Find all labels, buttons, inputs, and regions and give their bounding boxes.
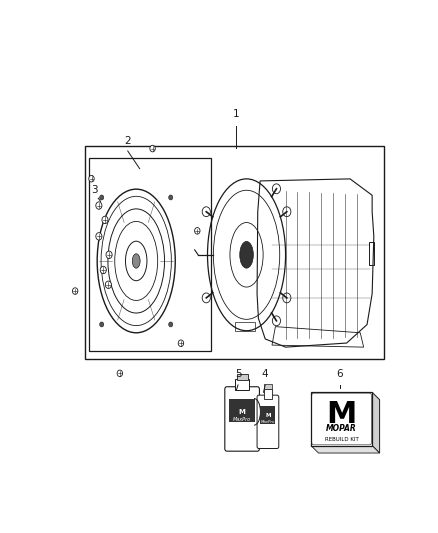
- Circle shape: [72, 288, 78, 294]
- Text: 5: 5: [235, 369, 241, 379]
- Text: 6: 6: [336, 369, 343, 379]
- Circle shape: [194, 228, 200, 234]
- FancyBboxPatch shape: [257, 395, 279, 448]
- Bar: [229, 399, 255, 422]
- Circle shape: [169, 322, 173, 327]
- Circle shape: [178, 340, 184, 346]
- Circle shape: [169, 195, 173, 200]
- Text: MOPAR: MOPAR: [326, 424, 357, 433]
- Bar: [88, 158, 211, 351]
- Text: M: M: [265, 414, 271, 418]
- Text: M: M: [326, 400, 357, 429]
- Bar: [235, 322, 255, 330]
- Bar: [237, 375, 247, 380]
- Circle shape: [100, 266, 106, 273]
- Circle shape: [89, 175, 94, 182]
- FancyBboxPatch shape: [225, 387, 259, 451]
- Bar: [85, 146, 384, 359]
- Text: MaxPro: MaxPro: [233, 417, 251, 422]
- Ellipse shape: [240, 241, 253, 268]
- Bar: [261, 406, 276, 424]
- Bar: [235, 379, 249, 391]
- Text: M: M: [239, 409, 246, 415]
- Circle shape: [117, 370, 123, 377]
- Circle shape: [96, 232, 102, 240]
- Text: 1: 1: [233, 109, 240, 119]
- Polygon shape: [372, 392, 380, 453]
- Circle shape: [102, 216, 108, 224]
- Text: 4: 4: [262, 369, 268, 379]
- Circle shape: [105, 281, 111, 288]
- Text: 3: 3: [92, 185, 98, 195]
- Circle shape: [100, 195, 104, 200]
- Circle shape: [106, 251, 112, 259]
- Text: MaxPro: MaxPro: [261, 421, 275, 424]
- Bar: [264, 384, 272, 389]
- Bar: [264, 389, 272, 399]
- Circle shape: [100, 322, 104, 327]
- Bar: [311, 392, 372, 446]
- Circle shape: [150, 146, 155, 152]
- Polygon shape: [311, 446, 380, 453]
- Circle shape: [96, 202, 102, 209]
- Text: 2: 2: [124, 136, 131, 146]
- Ellipse shape: [132, 254, 140, 268]
- Bar: [369, 243, 374, 265]
- Text: REBUILD KIT: REBUILD KIT: [325, 437, 358, 442]
